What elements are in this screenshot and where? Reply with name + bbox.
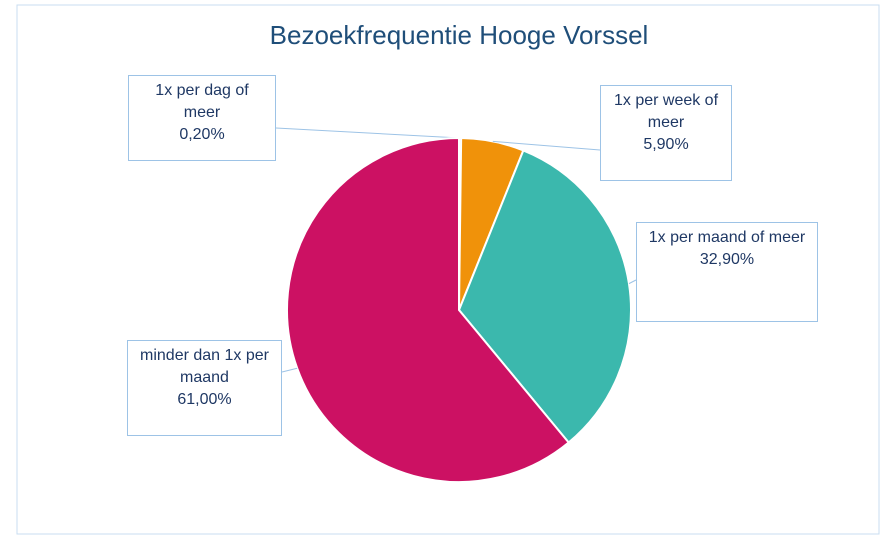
category-label: 1x per dag of meer: [155, 82, 249, 121]
leader-line: [628, 279, 637, 285]
value-label: 0,20%: [179, 126, 225, 143]
category-label: 1x per week of meer: [613, 92, 719, 131]
pie-slice: [457, 149, 632, 444]
value-label: 61,00%: [177, 391, 232, 408]
leader-line: [275, 127, 461, 139]
category-label: 1x per maand of meer: [648, 229, 806, 246]
leader-line: [492, 140, 601, 151]
value-label: 32,90%: [699, 251, 755, 268]
chart-title: Bezoekfrequentie Hooge Vorssel: [270, 20, 649, 50]
chart-border: [16, 4, 880, 535]
data-label: 1x per maand of meer 32,90%: [636, 222, 818, 322]
pie-slice: [286, 136, 571, 483]
data-label: 1x per dag of meer 0,20%: [128, 75, 276, 161]
value-label: 5,90%: [643, 136, 689, 153]
leader-line: [281, 367, 298, 373]
data-label: minder dan 1x per maand 61,00%: [127, 340, 282, 436]
category-label: minder dan 1x per maand: [140, 347, 269, 386]
data-label: 1x per week of meer 5,90%: [600, 85, 732, 181]
